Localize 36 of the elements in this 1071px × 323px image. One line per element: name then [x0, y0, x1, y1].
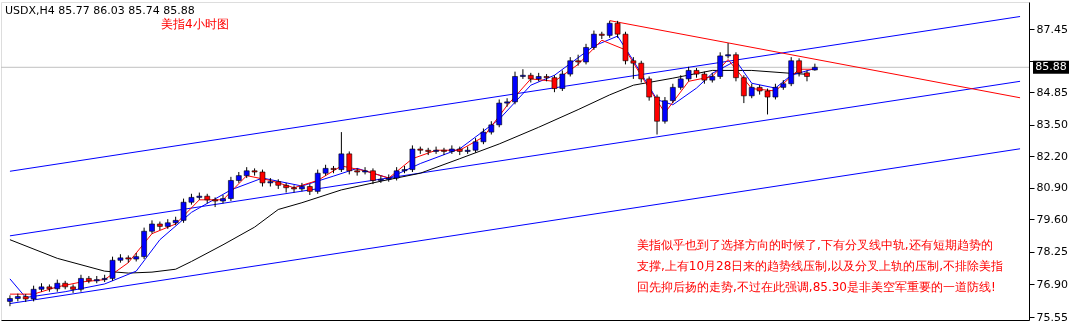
candlestick — [662, 96, 668, 125]
candlestick — [228, 176, 234, 202]
candlestick — [646, 75, 652, 102]
y-tick-label: 76.90 — [1036, 277, 1068, 291]
candlestick — [583, 43, 589, 65]
candlestick — [725, 42, 731, 59]
y-tick-label: 80.90 — [1036, 181, 1068, 195]
chart-title: USDX,H4 85.77 86.03 85.74 85.88 — [5, 4, 195, 17]
annotation: 美指似乎也到了选择方向的时候了,下有分叉线中轨,还有短期趋势的支撑,上有10月28日来的趋势线压制,以及分叉上轨的压制,不排除美指回先抑后扬的走势,不过在此强调,85.30是非美空军重要的一道防线! — [637, 238, 1003, 294]
text: 美指4小时图 — [161, 17, 229, 31]
candlestick — [504, 97, 510, 108]
candlestick — [86, 275, 92, 284]
candlestick — [441, 147, 447, 156]
ref-line-label: 85.88 — [1035, 60, 1067, 74]
y-tick-label: 79.60 — [1036, 212, 1068, 226]
y-tick-label: 84.85 — [1036, 85, 1068, 99]
y-tick-label: 75.55 — [1036, 310, 1068, 323]
y-tick-label: 87.45 — [1036, 22, 1068, 36]
candlestick — [567, 56, 574, 77]
candlestick — [220, 194, 226, 204]
candlestick — [520, 68, 526, 80]
candlestick — [291, 184, 297, 194]
candlestick — [575, 54, 581, 67]
candlestick — [362, 166, 368, 175]
candlestick — [496, 98, 503, 128]
candlestick — [449, 144, 455, 155]
candlestick — [299, 182, 305, 192]
candlestick — [157, 221, 163, 231]
candlestick — [433, 146, 439, 155]
candlestick — [741, 74, 747, 104]
y-tick-label: 78.25 — [1036, 245, 1068, 259]
candlestick — [283, 182, 289, 194]
y-tick-label: 82.20 — [1036, 149, 1068, 163]
candlestick — [670, 83, 676, 104]
candlestick — [212, 196, 218, 208]
y-tick-label: 83.50 — [1036, 118, 1068, 132]
